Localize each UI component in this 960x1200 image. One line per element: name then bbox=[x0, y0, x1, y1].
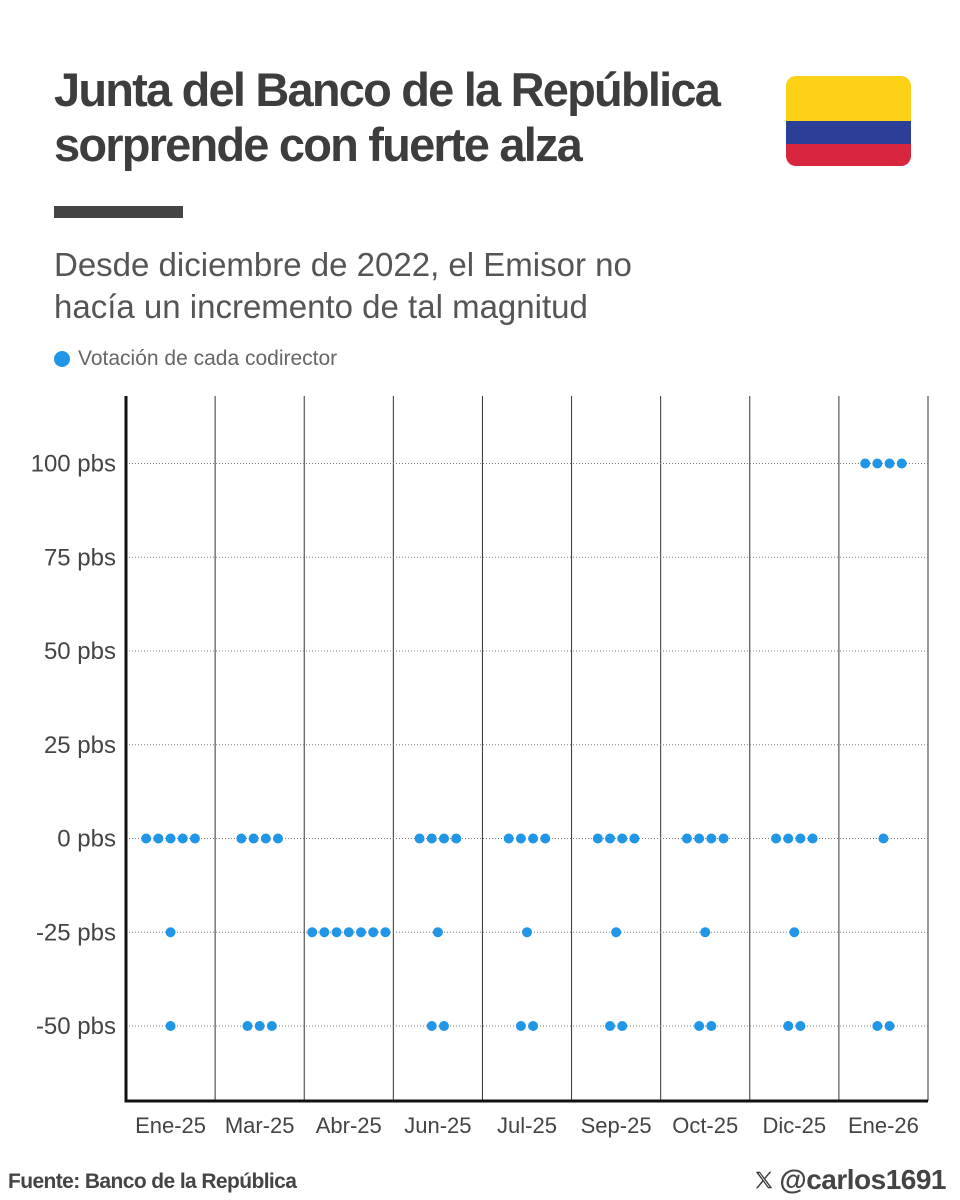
vote-dot bbox=[592, 833, 603, 844]
vote-dot bbox=[248, 833, 259, 844]
vote-dot bbox=[355, 927, 366, 938]
vote-dot bbox=[706, 833, 717, 844]
source-note: Fuente: Banco de la República bbox=[8, 1170, 297, 1193]
subtitle-line-1: Desde diciembre de 2022, el Emisor no bbox=[54, 246, 632, 283]
vote-dot bbox=[236, 833, 247, 844]
title-line-1: Junta del Banco de la República bbox=[54, 63, 721, 116]
y-tick-label: 100 pbs bbox=[31, 451, 116, 478]
y-tick-label: -25 pbs bbox=[36, 919, 116, 946]
vote-dot bbox=[153, 833, 164, 844]
x-tick-label: Mar-25 bbox=[225, 1113, 295, 1138]
vote-dot bbox=[694, 833, 705, 844]
vote-dot bbox=[515, 1021, 526, 1031]
title-line-2: sorprende con fuerte alza bbox=[54, 118, 583, 171]
vote-dot bbox=[307, 927, 318, 938]
vote-dot bbox=[528, 833, 539, 844]
flag-stripe-blue bbox=[786, 121, 911, 144]
vote-dot bbox=[319, 927, 330, 938]
vote-dot bbox=[528, 1021, 539, 1031]
x-tick-label: Oct-25 bbox=[672, 1113, 738, 1138]
vote-dot-chart: -50 pbs -25 pbs 0 pbs 25 pbs 50 pbs 75 pbs 100… bbox=[31, 396, 929, 1138]
vote-dot bbox=[700, 927, 711, 938]
vote-dot bbox=[165, 927, 176, 938]
vote-dot bbox=[503, 833, 514, 844]
vote-dot bbox=[242, 1021, 253, 1031]
legend-dot-icon bbox=[54, 351, 70, 367]
flag-stripe-red bbox=[786, 143, 911, 166]
y-tick-label: 0 pbs bbox=[57, 826, 116, 853]
chart-subtitle: Desde diciembre de 2022, el Emisor no ha… bbox=[54, 244, 914, 328]
vote-dot bbox=[522, 927, 532, 938]
author-handle-text: @carlos1691 bbox=[779, 1164, 946, 1195]
x-tick-label: Abr-25 bbox=[316, 1113, 382, 1138]
vote-dot bbox=[254, 1021, 265, 1031]
vote-dot bbox=[380, 927, 391, 938]
chart-legend: Votación de cada codirector bbox=[54, 347, 337, 371]
subtitle-line-2: hacía un incremento de tal magnitud bbox=[54, 288, 588, 325]
title-divider bbox=[54, 206, 183, 218]
y-tick-label: 25 pbs bbox=[44, 732, 116, 759]
vote-dot bbox=[272, 833, 283, 844]
vote-dot bbox=[605, 833, 616, 844]
vote-dot bbox=[515, 833, 526, 844]
vote-dot bbox=[189, 833, 200, 844]
vote-dot bbox=[771, 833, 782, 844]
vote-dot bbox=[438, 833, 449, 844]
x-tick-label: Jun-25 bbox=[404, 1113, 471, 1138]
vote-dot bbox=[860, 458, 871, 469]
vote-dot bbox=[617, 1021, 628, 1031]
vote-dot bbox=[872, 458, 883, 469]
vote-dot bbox=[795, 833, 806, 844]
vote-dot bbox=[540, 833, 551, 844]
legend-label: Votación de cada codirector bbox=[78, 347, 338, 370]
vote-dot bbox=[611, 927, 622, 938]
vote-dot bbox=[878, 833, 889, 844]
vote-dot bbox=[260, 833, 271, 844]
vote-dot bbox=[438, 1021, 449, 1031]
vote-dot bbox=[783, 1021, 794, 1031]
vote-dot bbox=[331, 927, 342, 938]
x-tick-label: Ene-26 bbox=[848, 1113, 919, 1138]
vote-dot bbox=[795, 1021, 806, 1031]
vote-dot bbox=[789, 927, 800, 938]
vote-dot bbox=[432, 927, 443, 938]
colombia-flag-icon bbox=[786, 76, 911, 166]
vote-dot bbox=[872, 1021, 883, 1031]
y-tick-label: 50 pbs bbox=[44, 638, 116, 665]
vote-dot bbox=[414, 833, 425, 844]
vote-dot bbox=[451, 833, 462, 844]
x-tick-label: Dic-25 bbox=[763, 1113, 827, 1138]
y-tick-label: 75 pbs bbox=[44, 544, 116, 571]
vote-dot bbox=[426, 833, 437, 844]
vote-dot bbox=[807, 833, 818, 844]
vote-dot bbox=[617, 833, 628, 844]
vote-dot bbox=[629, 833, 640, 844]
vote-dot bbox=[343, 927, 354, 938]
vote-dot bbox=[165, 833, 176, 844]
vote-dot bbox=[718, 833, 729, 844]
vote-dot bbox=[426, 1021, 437, 1031]
x-logo-icon bbox=[756, 1171, 773, 1189]
vote-dot bbox=[605, 1021, 616, 1031]
vote-dot bbox=[896, 458, 907, 469]
vote-dot bbox=[706, 1021, 717, 1031]
x-tick-label: Sep-25 bbox=[581, 1113, 652, 1138]
flag-stripe-yellow bbox=[786, 76, 911, 121]
vote-dot bbox=[884, 1021, 895, 1031]
x-tick-label: Jul-25 bbox=[497, 1113, 557, 1138]
author-handle: @carlos1691 bbox=[753, 1164, 946, 1196]
vote-dot bbox=[141, 833, 152, 844]
vote-dot bbox=[681, 833, 692, 844]
vote-dot bbox=[783, 833, 794, 844]
vote-dot bbox=[266, 1021, 277, 1031]
x-tick-label: Ene-25 bbox=[135, 1113, 206, 1138]
y-tick-label: -50 pbs bbox=[36, 1013, 116, 1040]
vote-dot bbox=[694, 1021, 705, 1031]
vote-dot bbox=[368, 927, 379, 938]
chart-title: Junta del Banco de la República sorprend… bbox=[54, 62, 784, 172]
vote-dot bbox=[884, 458, 895, 469]
vote-dot bbox=[165, 1021, 176, 1031]
vote-dot bbox=[177, 833, 188, 844]
